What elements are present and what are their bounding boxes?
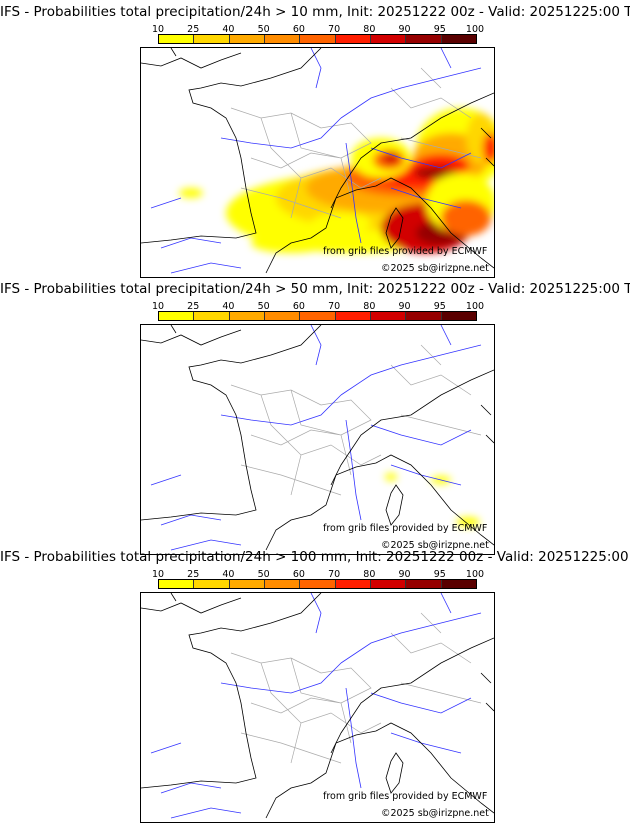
colorbar-tick: 95 bbox=[433, 24, 446, 35]
colorbar-segment bbox=[194, 312, 230, 320]
coastlines bbox=[141, 593, 494, 819]
colorbar bbox=[158, 34, 477, 44]
precip-probability-area bbox=[385, 473, 397, 481]
colorbar bbox=[158, 311, 477, 321]
precip-probability-area bbox=[311, 213, 371, 233]
colorbar-segment bbox=[441, 35, 476, 43]
colorbar-tick: 80 bbox=[363, 301, 376, 312]
map-area: from grib files provided by ECMWF ©2025 … bbox=[140, 47, 495, 278]
panel-title: IFS - Probabilities total precipitation/… bbox=[0, 4, 630, 20]
colorbar-segment bbox=[406, 580, 442, 588]
colorbar-segment bbox=[335, 580, 371, 588]
colorbar-segment bbox=[441, 580, 476, 588]
colorbar-tick-labels: 10 25 40 50 60 70 80 90 95 100 bbox=[152, 301, 484, 312]
source-credit: from grib files provided by ECMWF bbox=[323, 791, 488, 802]
colorbar-tick: 100 bbox=[465, 569, 485, 580]
colorbar-segment bbox=[406, 35, 442, 43]
map-base bbox=[141, 593, 494, 819]
colorbar-tick: 100 bbox=[465, 24, 485, 35]
colorbar-segment bbox=[264, 580, 301, 588]
precip-probability-area bbox=[179, 188, 203, 198]
colorbar-tick: 60 bbox=[292, 301, 305, 312]
colorbar-tick: 25 bbox=[187, 569, 200, 580]
colorbar-segment bbox=[441, 312, 476, 320]
colorbar-segment bbox=[159, 35, 195, 43]
colorbar-tick: 50 bbox=[257, 301, 270, 312]
precip-probability-area bbox=[441, 200, 491, 236]
colorbar-tick-labels: 10 25 40 50 60 70 80 90 95 100 bbox=[152, 569, 484, 580]
colorbar-tick: 95 bbox=[433, 569, 446, 580]
probability-map-panel: IFS - Probabilities total precipitation/… bbox=[0, 545, 630, 823]
colorbar-tick: 70 bbox=[328, 569, 341, 580]
colorbar-segment bbox=[370, 312, 407, 320]
coastlines bbox=[141, 48, 494, 274]
colorbar-tick: 40 bbox=[222, 569, 235, 580]
colorbar-tick: 40 bbox=[222, 301, 235, 312]
map-base bbox=[141, 48, 494, 274]
admin-borders bbox=[230, 612, 482, 764]
colorbar-segment bbox=[194, 580, 230, 588]
colorbar-segment bbox=[159, 312, 195, 320]
colorbar-tick: 90 bbox=[398, 24, 411, 35]
precip-probability-area bbox=[383, 152, 399, 164]
colorbar-segment bbox=[229, 312, 265, 320]
colorbar-segment bbox=[264, 312, 301, 320]
map-base bbox=[141, 325, 494, 551]
colorbar-tick: 10 bbox=[151, 24, 165, 35]
copyright-credit: ©2025 sb@irizpne.net bbox=[381, 808, 489, 819]
source-credit: from grib files provided by ECMWF bbox=[323, 523, 488, 534]
copyright-credit: ©2025 sb@irizpne.net bbox=[381, 540, 489, 551]
colorbar-tick: 10 bbox=[151, 301, 165, 312]
panel-title: IFS - Probabilities total precipitation/… bbox=[0, 281, 630, 297]
colorbar-segment bbox=[264, 35, 301, 43]
colorbar-tick: 95 bbox=[433, 301, 446, 312]
colorbar-segment bbox=[194, 35, 230, 43]
colorbar-tick: 80 bbox=[363, 24, 376, 35]
rivers bbox=[150, 593, 482, 819]
map-area: from grib files provided by ECMWF ©2025 … bbox=[140, 592, 495, 823]
colorbar-tick: 70 bbox=[328, 24, 341, 35]
colorbar-segment bbox=[159, 580, 195, 588]
colorbar-tick: 60 bbox=[292, 569, 305, 580]
colorbar-tick: 25 bbox=[187, 24, 200, 35]
colorbar-tick: 70 bbox=[328, 301, 341, 312]
colorbar-segment bbox=[335, 312, 371, 320]
colorbar-tick: 40 bbox=[222, 24, 235, 35]
panel-title: IFS - Probabilities total precipitation/… bbox=[0, 549, 630, 565]
colorbar bbox=[158, 579, 477, 589]
colorbar-tick: 25 bbox=[187, 301, 200, 312]
colorbar-tick: 90 bbox=[398, 301, 411, 312]
colorbar-segment bbox=[300, 312, 336, 320]
source-credit: from grib files provided by ECMWF bbox=[323, 246, 488, 257]
colorbar-segment bbox=[335, 35, 371, 43]
rivers bbox=[150, 325, 482, 551]
colorbar-tick: 50 bbox=[257, 569, 270, 580]
colorbar-tick: 100 bbox=[465, 301, 485, 312]
copyright-credit: ©2025 sb@irizpne.net bbox=[381, 263, 489, 274]
colorbar-segment bbox=[229, 35, 265, 43]
probability-map-panel: IFS - Probabilities total precipitation/… bbox=[0, 277, 630, 555]
colorbar-tick-labels: 10 25 40 50 60 70 80 90 95 100 bbox=[152, 24, 484, 35]
colorbar-segment bbox=[406, 312, 442, 320]
precip-probability-area bbox=[483, 133, 494, 163]
colorbar-segment bbox=[229, 580, 265, 588]
probability-map-panel: IFS - Probabilities total precipitation/… bbox=[0, 0, 630, 278]
colorbar-tick: 80 bbox=[363, 569, 376, 580]
colorbar-tick: 90 bbox=[398, 569, 411, 580]
coastlines bbox=[141, 325, 494, 551]
colorbar-segment bbox=[300, 35, 336, 43]
colorbar-segment bbox=[370, 35, 407, 43]
colorbar-tick: 50 bbox=[257, 24, 270, 35]
colorbar-segment bbox=[300, 580, 336, 588]
colorbar-tick: 10 bbox=[151, 569, 165, 580]
colorbar-tick: 60 bbox=[292, 24, 305, 35]
colorbar-segment bbox=[370, 580, 407, 588]
admin-borders bbox=[230, 344, 482, 496]
map-area: from grib files provided by ECMWF ©2025 … bbox=[140, 324, 495, 555]
admin-borders bbox=[230, 67, 482, 219]
